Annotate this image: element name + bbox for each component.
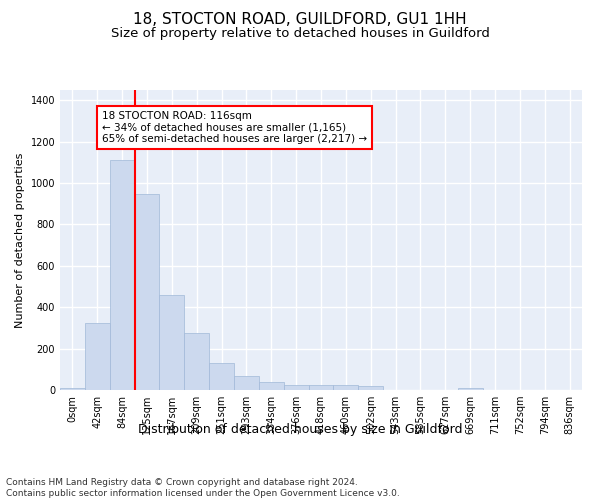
Text: Size of property relative to detached houses in Guildford: Size of property relative to detached ho… [110, 28, 490, 40]
Bar [358, 386, 383, 390]
Bar [134, 194, 160, 390]
Text: Distribution of detached houses by size in Guildford: Distribution of detached houses by size … [138, 422, 462, 436]
Text: 18, STOCTON ROAD, GUILDFORD, GU1 1HH: 18, STOCTON ROAD, GUILDFORD, GU1 1HH [133, 12, 467, 28]
Bar [308, 385, 334, 390]
Bar [458, 388, 482, 390]
Text: Contains HM Land Registry data © Crown copyright and database right 2024.
Contai: Contains HM Land Registry data © Crown c… [6, 478, 400, 498]
Bar [334, 386, 358, 390]
Bar [160, 295, 184, 390]
Y-axis label: Number of detached properties: Number of detached properties [15, 152, 25, 328]
Bar [60, 388, 85, 390]
Bar [184, 333, 209, 390]
Bar [259, 382, 284, 390]
Text: 18 STOCTON ROAD: 116sqm
← 34% of detached houses are smaller (1,165)
65% of semi: 18 STOCTON ROAD: 116sqm ← 34% of detache… [102, 111, 367, 144]
Bar [110, 160, 134, 390]
Bar [85, 323, 110, 390]
Bar [284, 386, 308, 390]
Bar [234, 376, 259, 390]
Bar [209, 363, 234, 390]
